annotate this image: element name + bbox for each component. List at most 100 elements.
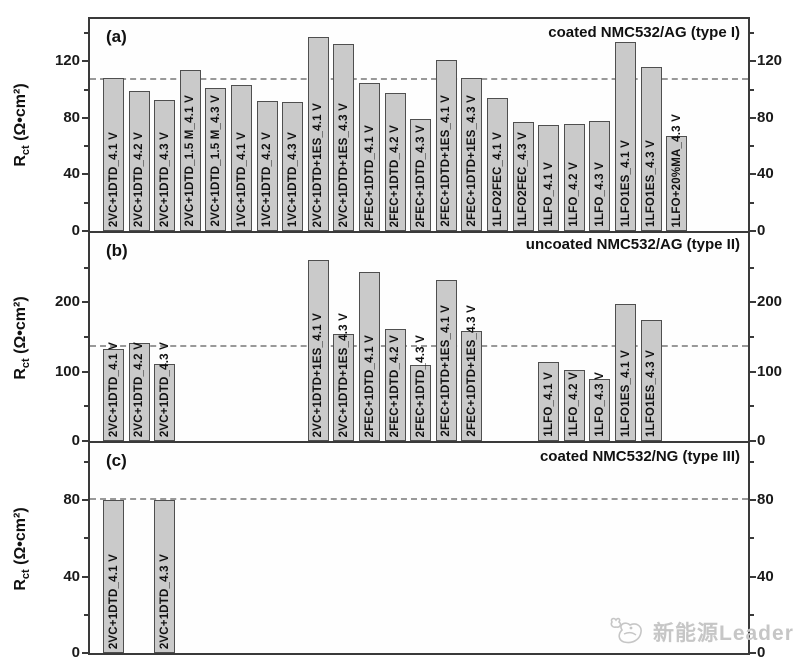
- tick-label-right: 200: [757, 293, 783, 311]
- bar-label: 1VC+1DTD_4.3 V: [286, 131, 299, 227]
- panel-letter: (c): [106, 451, 127, 470]
- bar: [333, 44, 355, 231]
- bar-label: 1LFO+20%MA_4.3 V: [670, 113, 683, 227]
- panel-letter: (a): [106, 27, 127, 46]
- axis-tick: [84, 32, 88, 35]
- axis-tick: [750, 336, 754, 338]
- bar-label: 1LFO1ES_4.1 V: [619, 140, 632, 227]
- bar-label: 1LFO_4.3 V: [593, 162, 606, 227]
- bar-label: 2VC+1DTD_4.2 V: [133, 341, 146, 437]
- bar: [231, 85, 252, 231]
- axis-tick: [750, 60, 756, 63]
- axis-tick: [84, 336, 88, 338]
- axis-tick: [750, 405, 754, 408]
- axis-tick: [84, 88, 88, 91]
- axis-tick: [750, 230, 756, 232]
- axis-tick: [82, 370, 88, 373]
- axis-tick: [84, 266, 88, 269]
- tick-label-right: 80: [757, 108, 774, 126]
- bar-label: 2FEC+1DTD_4.3 V: [414, 334, 427, 437]
- axis-tick: [82, 173, 88, 176]
- axis-tick: [750, 266, 754, 269]
- tick-label-right: 120: [757, 52, 783, 70]
- tick-label-left: 0: [71, 432, 80, 449]
- plot-area: (c) coated NMC532/NG (type III) 2VC+1DTD…: [88, 443, 750, 655]
- bar: [384, 329, 406, 441]
- axis-tick: [82, 230, 88, 232]
- bar-label: 1VC+1DTD_4.1 V: [235, 131, 248, 227]
- bar-label: 2FEC+1DTD_4.1 V: [363, 334, 376, 437]
- bar-label: 2FEC+1DTD_4.2 V: [389, 334, 402, 437]
- bar-label: 2VC+1DTD_4.1 V: [107, 341, 120, 437]
- axis-tick: [82, 60, 88, 63]
- bar-label: 2VC+1DTD_4.3 V: [158, 553, 171, 649]
- bar-label: 2FEC+1DTD_4.3 V: [414, 124, 427, 227]
- bar: [359, 82, 380, 231]
- tick-label-right: 40: [757, 567, 774, 585]
- bar-label: 1LFO2FEC_4.3 V: [517, 132, 530, 227]
- bar: [640, 67, 662, 231]
- tick-label-left: 120: [54, 52, 80, 70]
- bar: [307, 260, 329, 441]
- axis-tick: [750, 652, 756, 654]
- bar-label: 1LFO_4.2 V: [568, 162, 581, 227]
- bar: [154, 364, 176, 441]
- axis-tick: [750, 88, 754, 91]
- bar-label: 2VC+1DTD+1ES_4.3 V: [337, 312, 350, 437]
- bar: [307, 37, 329, 231]
- bar: [615, 304, 636, 441]
- axis-tick: [750, 301, 756, 304]
- panel-title: uncoated NMC532/AG (type II): [525, 236, 740, 253]
- bar-label: 2VC+1DTD_4.3 V: [158, 131, 171, 227]
- tick-label-right: 0: [757, 222, 766, 239]
- axis-tick: [82, 301, 88, 304]
- bar: [461, 78, 483, 231]
- bar-label: 1LFO_4.1 V: [542, 162, 555, 227]
- axis-tick: [84, 537, 88, 540]
- bar: [435, 60, 457, 231]
- bar: [410, 364, 432, 441]
- axis-tick: [750, 461, 754, 464]
- panel-title: coated NMC532/AG (type I): [548, 24, 740, 41]
- bar-label: 2VC+1DTD_4.1 V: [107, 131, 120, 227]
- bar: [205, 88, 227, 231]
- bar-label: 1LFO_4.3 V: [593, 372, 606, 437]
- bar: [512, 122, 534, 231]
- tick-label-right: 0: [757, 432, 766, 449]
- tick-label-left: 0: [71, 644, 80, 661]
- bar: [256, 101, 278, 231]
- tick-label-left: 100: [54, 362, 80, 380]
- plot-area: (b) uncoated NMC532/AG (type II) 2VC+1DT…: [88, 233, 750, 443]
- tick-label-left: 200: [54, 293, 80, 311]
- bar-label: 2VC+1DTD+1ES_4.1 V: [312, 102, 325, 227]
- bar-label: 1LFO_4.1 V: [542, 372, 555, 437]
- tick-label-left: 80: [63, 491, 80, 509]
- bar-label: 2FEC+1DTD+1ES_4.1 V: [440, 305, 453, 437]
- plot-area: (a) coated NMC532/AG (type I) 2VC+1DTD_4…: [88, 17, 750, 233]
- bar-label: 2VC+1DTD+1ES_4.1 V: [312, 312, 325, 437]
- panel-b: Rct (Ω•cm²) (b) uncoated NMC532/AG (type…: [0, 233, 800, 449]
- dashed-reference-line: [90, 498, 748, 501]
- bar: [333, 334, 355, 441]
- axis-tick: [84, 145, 88, 148]
- axis-tick: [750, 145, 754, 148]
- axis-tick: [750, 575, 756, 578]
- panel-a: Rct (Ω•cm²) (a) coated NMC532/AG (type I…: [0, 17, 800, 239]
- bar: [410, 119, 432, 231]
- bar-label: 1LFO1ES_4.3 V: [645, 350, 658, 437]
- bar: [128, 91, 150, 231]
- tick-label-right: 100: [757, 362, 783, 380]
- panel-letter: (b): [106, 241, 128, 260]
- bar-label: 2FEC+1DTD_4.1 V: [363, 124, 376, 227]
- dashed-reference-line: [90, 77, 748, 80]
- axis-tick: [82, 575, 88, 578]
- bird-icon: [610, 617, 642, 644]
- watermark-logo: 新能源Leader: [608, 616, 794, 648]
- axis-tick: [750, 173, 756, 176]
- bar-label: 1VC+1DTD_4.2 V: [261, 131, 274, 227]
- axis-tick: [750, 32, 754, 35]
- bar-label: 1LFO1ES_4.1 V: [619, 350, 632, 437]
- bar-label: 2FEC+1DTD_4.2 V: [389, 124, 402, 227]
- axis-tick: [750, 440, 756, 442]
